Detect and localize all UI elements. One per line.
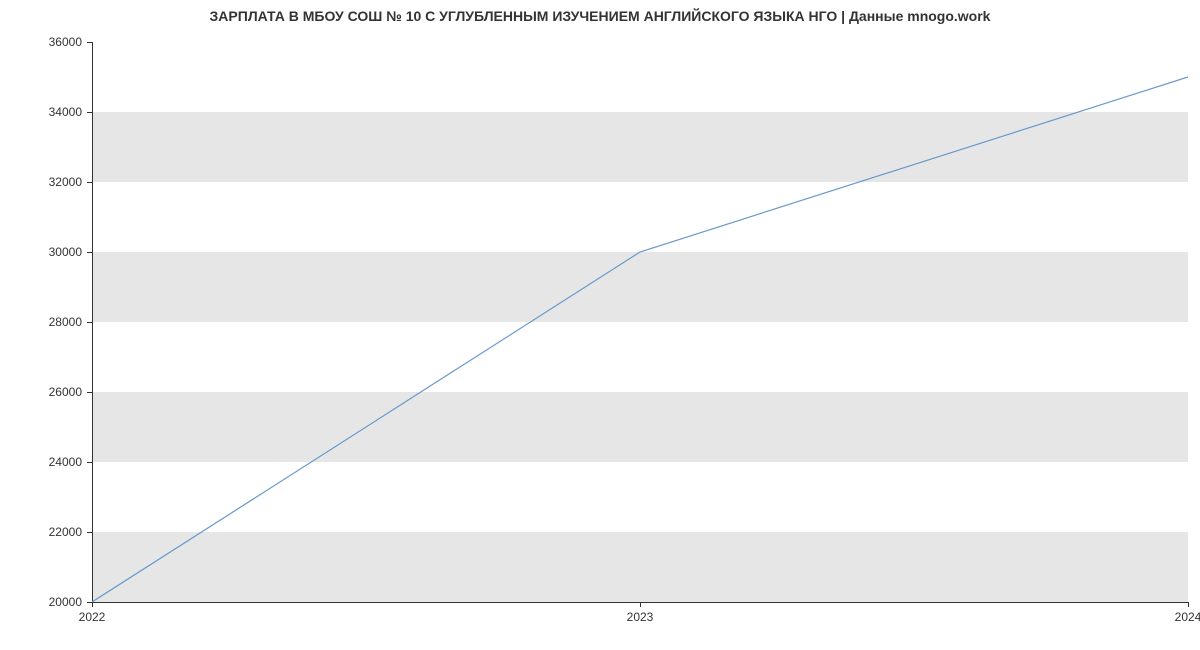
y-tick-label: 34000 — [32, 105, 82, 119]
x-tick — [1188, 602, 1189, 607]
x-tick — [640, 602, 641, 607]
series-line — [92, 77, 1188, 602]
salary-chart: ЗАРПЛАТА В МБОУ СОШ № 10 С УГЛУБЛЕННЫМ И… — [0, 0, 1200, 650]
x-tick-label: 2022 — [52, 610, 132, 624]
x-tick-label: 2023 — [600, 610, 680, 624]
y-tick-label: 22000 — [32, 525, 82, 539]
y-tick-label: 32000 — [32, 175, 82, 189]
x-tick-label: 2024 — [1148, 610, 1200, 624]
y-tick-label: 28000 — [32, 315, 82, 329]
y-tick-label: 26000 — [32, 385, 82, 399]
x-tick — [92, 602, 93, 607]
y-tick-label: 24000 — [32, 455, 82, 469]
y-tick-label: 30000 — [32, 245, 82, 259]
chart-title: ЗАРПЛАТА В МБОУ СОШ № 10 С УГЛУБЛЕННЫМ И… — [0, 8, 1200, 24]
y-tick-label: 20000 — [32, 595, 82, 609]
plot-area: 2000022000240002600028000300003200034000… — [92, 42, 1188, 602]
line-layer — [92, 42, 1188, 602]
y-tick-label: 36000 — [32, 35, 82, 49]
